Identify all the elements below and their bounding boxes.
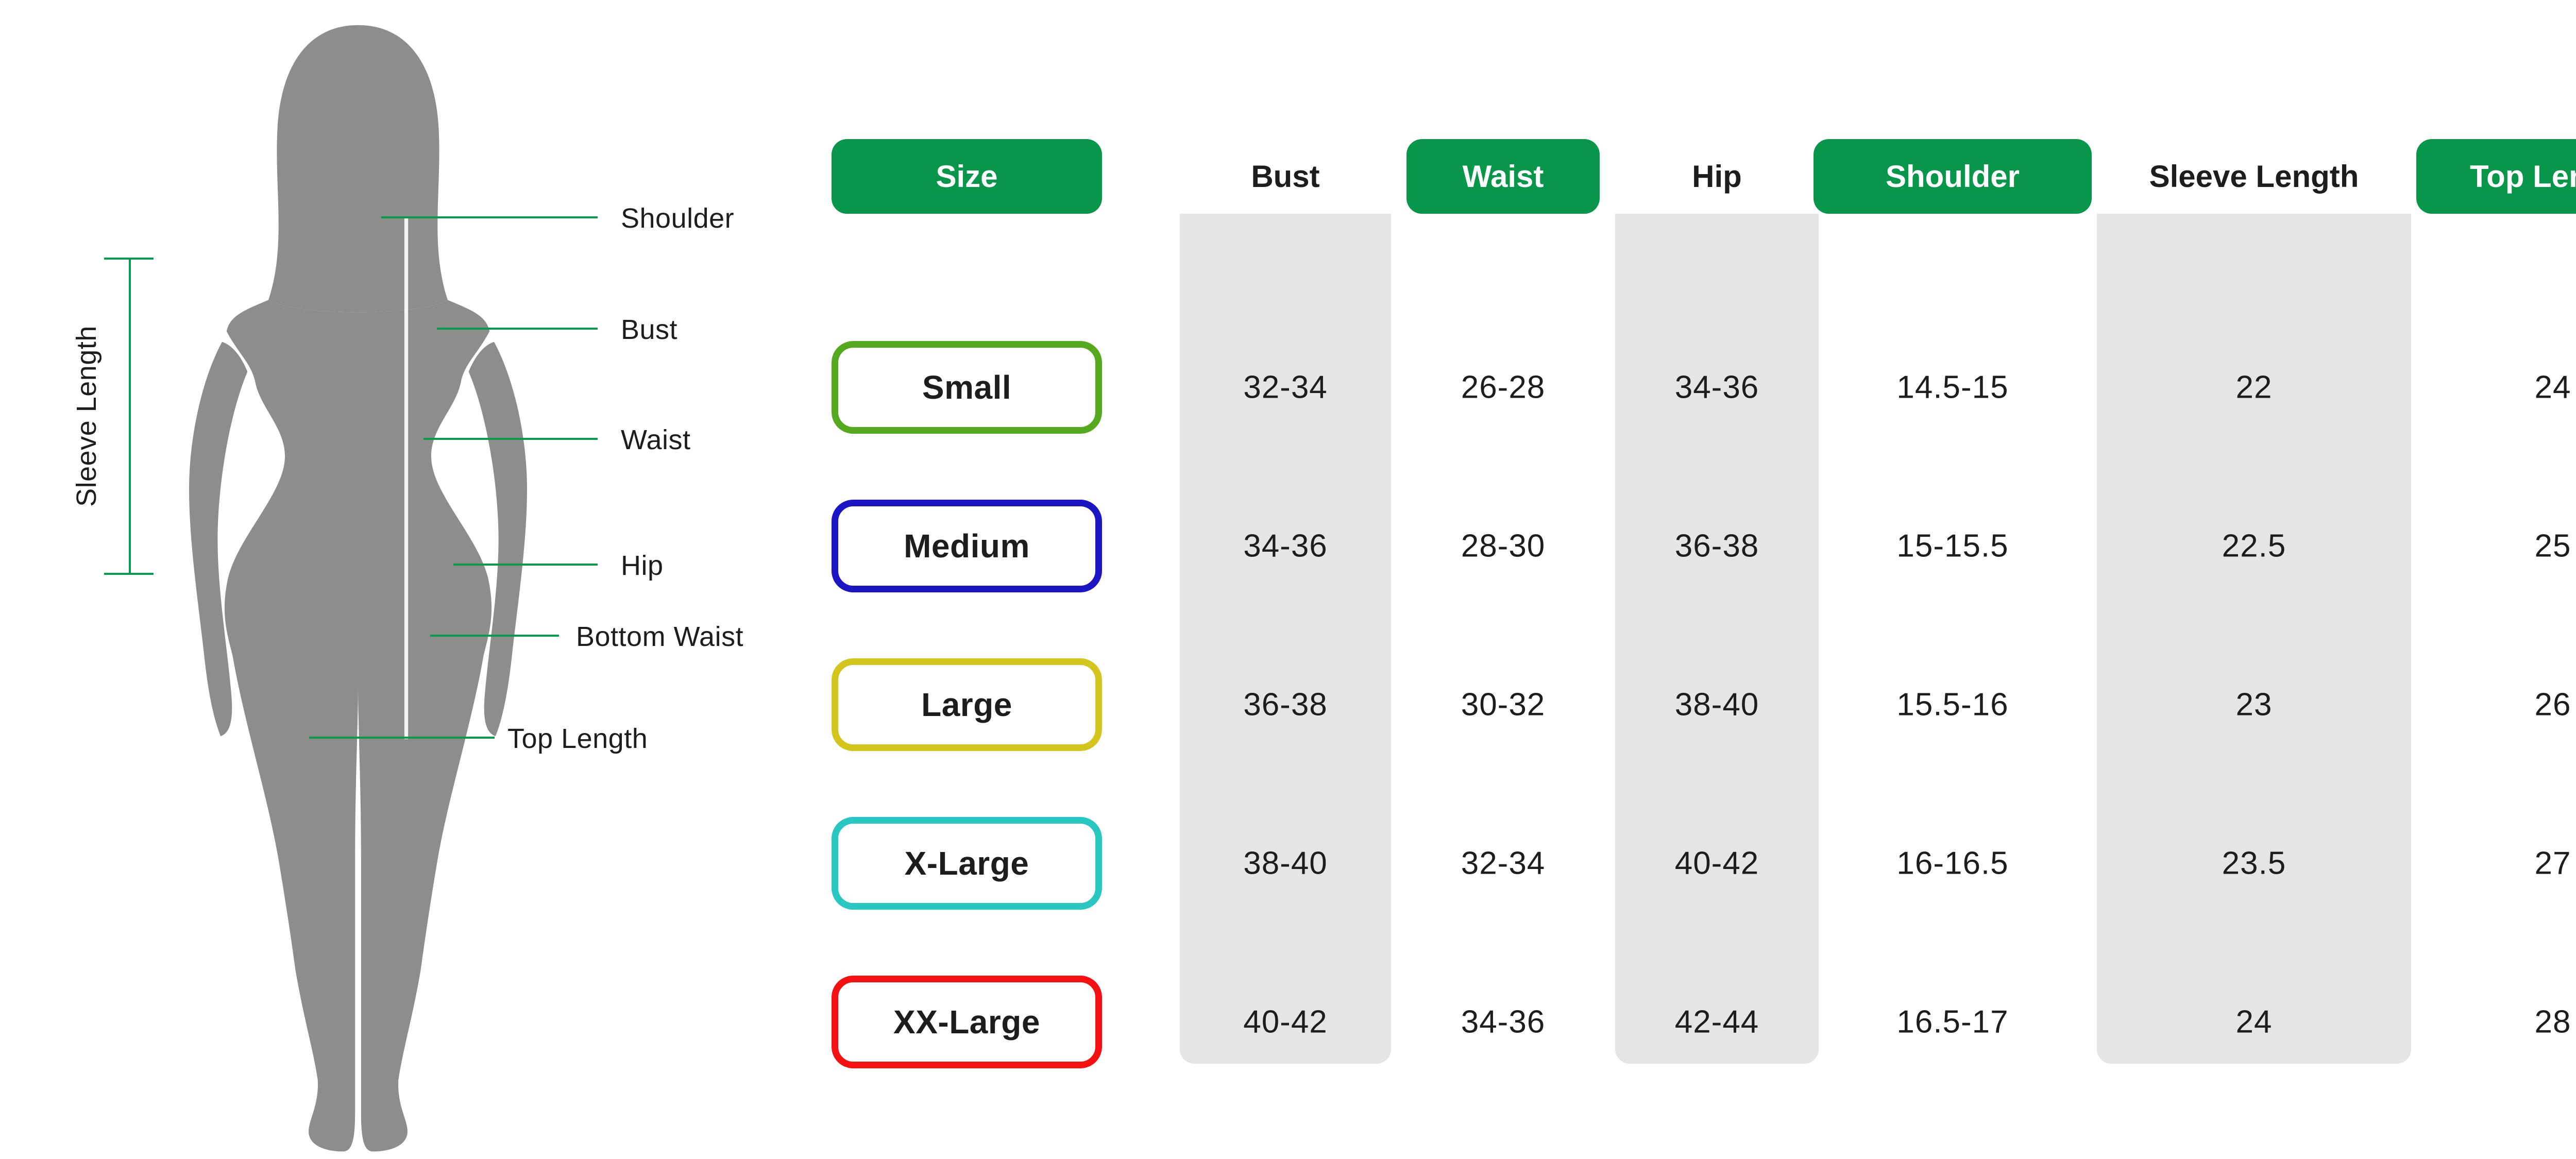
cell-waist-xx-large: 34-36 bbox=[1461, 1004, 1546, 1040]
cell-hip-small: 34-36 bbox=[1674, 369, 1759, 405]
measure-label-shoulder: Shoulder bbox=[621, 203, 735, 234]
size-button-large[interactable]: Large bbox=[832, 658, 1102, 751]
cell-top-length-medium: 25 bbox=[2534, 528, 2571, 564]
cell-sleeve-length-large: 23 bbox=[2235, 687, 2273, 723]
cell-waist-medium: 28-30 bbox=[1461, 528, 1546, 564]
table-header-size: Size bbox=[832, 139, 1102, 214]
cell-sleeve-length-small: 22 bbox=[2235, 369, 2273, 405]
cell-hip-large: 38-40 bbox=[1674, 687, 1759, 723]
table-header-waist: Waist bbox=[1406, 139, 1600, 214]
table-header-sleeve-length: Sleeve Length bbox=[2097, 139, 2411, 214]
cell-sleeve-length-medium: 22.5 bbox=[2222, 528, 2286, 564]
measure-label-hip: Hip bbox=[621, 550, 664, 581]
cell-hip-x-large: 40-42 bbox=[1674, 845, 1759, 881]
cell-top-length-large: 26 bbox=[2534, 687, 2571, 723]
cell-bust-xx-large: 40-42 bbox=[1243, 1004, 1328, 1040]
cell-shoulder-xx-large: 16.5-17 bbox=[1896, 1004, 2009, 1040]
center-seam-line bbox=[404, 216, 409, 739]
cell-hip-xx-large: 42-44 bbox=[1674, 1004, 1759, 1040]
cell-shoulder-large: 15.5-16 bbox=[1896, 687, 2009, 723]
cell-shoulder-medium: 15-15.5 bbox=[1896, 528, 2009, 564]
table-header-bust: Bust bbox=[1180, 139, 1391, 214]
cell-bust-large: 36-38 bbox=[1243, 687, 1328, 723]
column-body-bust bbox=[1180, 214, 1391, 1064]
table-header-hip: Hip bbox=[1615, 139, 1819, 214]
cell-waist-small: 26-28 bbox=[1461, 369, 1546, 405]
cell-top-length-xx-large: 28 bbox=[2534, 1004, 2571, 1040]
column-body-hip bbox=[1615, 214, 1819, 1064]
cell-waist-large: 30-32 bbox=[1461, 687, 1546, 723]
measure-label-top-length: Top Length bbox=[507, 723, 648, 754]
cell-hip-medium: 36-38 bbox=[1674, 528, 1759, 564]
measure-line-top-length bbox=[309, 737, 495, 739]
measure-label-waist: Waist bbox=[621, 424, 691, 455]
cell-bust-medium: 34-36 bbox=[1243, 528, 1328, 564]
measure-label-bust: Bust bbox=[621, 314, 678, 345]
measure-line-hip bbox=[453, 564, 598, 566]
cell-bust-x-large: 38-40 bbox=[1243, 845, 1328, 881]
cell-bust-small: 32-34 bbox=[1243, 369, 1328, 405]
measure-line-waist bbox=[423, 438, 598, 440]
size-button-small[interactable]: Small bbox=[832, 341, 1102, 434]
sleeve-length-top-cap bbox=[104, 258, 154, 260]
cell-shoulder-small: 14.5-15 bbox=[1896, 369, 2009, 405]
cell-shoulder-x-large: 16-16.5 bbox=[1896, 845, 2009, 881]
table-header-top-length: Top Length bbox=[2416, 139, 2576, 214]
cell-top-length-x-large: 27 bbox=[2534, 845, 2571, 881]
size-button-xx-large[interactable]: XX-Large bbox=[832, 976, 1102, 1068]
size-button-x-large[interactable]: X-Large bbox=[832, 817, 1102, 910]
female-silhouette bbox=[189, 25, 527, 1152]
measure-line-shoulder bbox=[381, 216, 598, 218]
sleeve-length-bottom-cap bbox=[104, 573, 154, 575]
cell-waist-x-large: 32-34 bbox=[1461, 845, 1546, 881]
size-button-medium[interactable]: Medium bbox=[832, 500, 1102, 592]
column-body-sleeve-length bbox=[2097, 214, 2411, 1064]
cell-top-length-small: 24 bbox=[2534, 369, 2571, 405]
sleeve-length-label: Sleeve Length bbox=[71, 326, 102, 507]
cell-sleeve-length-x-large: 23.5 bbox=[2222, 845, 2286, 881]
table-header-shoulder: Shoulder bbox=[1814, 139, 2092, 214]
sleeve-length-line bbox=[129, 258, 131, 575]
measure-label-bottom-waist: Bottom Waist bbox=[576, 621, 744, 652]
measure-line-bottom-waist bbox=[430, 635, 559, 637]
measure-line-bust bbox=[437, 328, 598, 330]
cell-sleeve-length-xx-large: 24 bbox=[2235, 1004, 2273, 1040]
